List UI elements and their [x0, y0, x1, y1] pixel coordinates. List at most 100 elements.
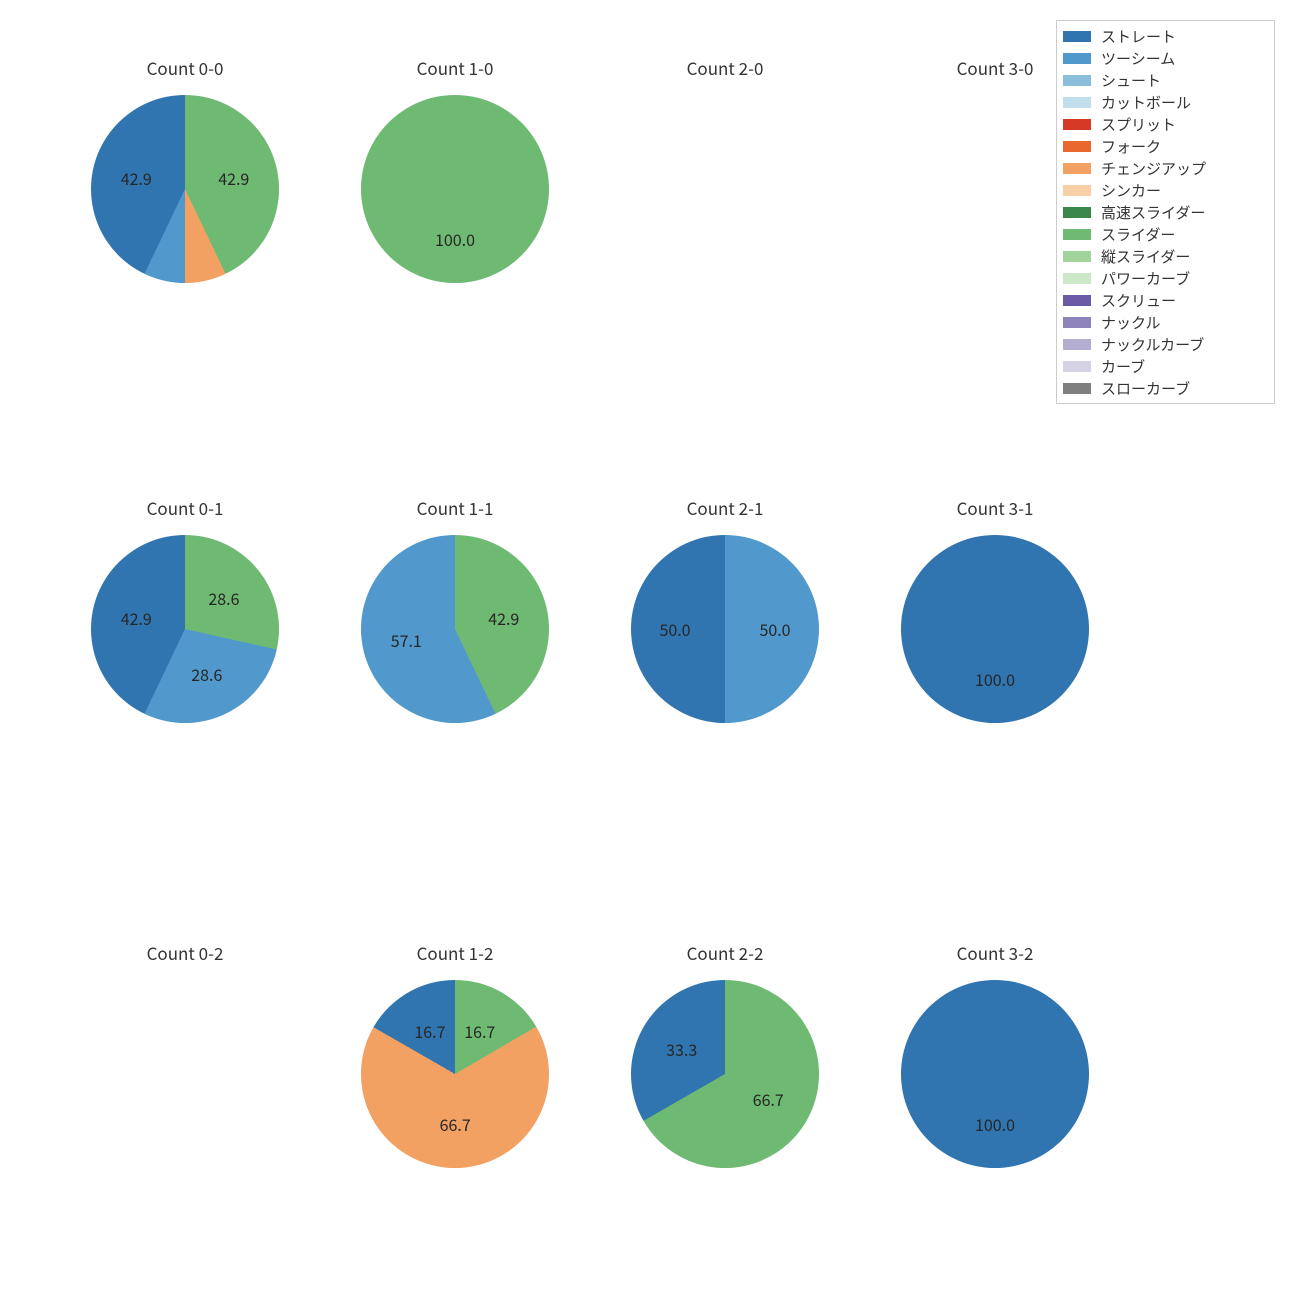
legend-label: ストレート: [1101, 26, 1268, 47]
legend-swatch: [1063, 75, 1091, 86]
legend-label: シュート: [1101, 70, 1268, 91]
slice-label: 50.0: [659, 617, 690, 641]
pie-chart-count-2-3: Count 3-2 100.0: [865, 940, 1125, 1250]
legend-label: シンカー: [1101, 180, 1268, 201]
pie-chart-count-0-0: Count 0-0 42.9 42.9: [55, 55, 315, 365]
pie-disc: [361, 95, 549, 283]
slice-label: 100.0: [435, 227, 475, 251]
pie: 100.0: [901, 535, 1089, 723]
legend-item: チェンジアップ: [1063, 157, 1268, 179]
legend-label: チェンジアップ: [1101, 158, 1268, 179]
legend-swatch: [1063, 185, 1091, 196]
chart-title: Count 2-2: [595, 940, 855, 965]
pie: 57.1 42.9: [361, 535, 549, 723]
legend-label: フォーク: [1101, 136, 1268, 157]
legend-label: カーブ: [1101, 356, 1268, 377]
legend-label: パワーカーブ: [1101, 268, 1268, 289]
legend-item: シンカー: [1063, 179, 1268, 201]
legend-item: カーブ: [1063, 355, 1268, 377]
legend-label: スクリュー: [1101, 290, 1268, 311]
legend-item: 高速スライダー: [1063, 201, 1268, 223]
slice-label: 57.1: [391, 628, 422, 652]
slice-label: 50.0: [759, 617, 790, 641]
pie-disc: [631, 980, 819, 1168]
pie-disc: [91, 535, 279, 723]
chart-title: Count 3-2: [865, 940, 1125, 965]
legend-item: ナックル: [1063, 311, 1268, 333]
legend-label: カットボール: [1101, 92, 1268, 113]
legend-item: ナックルカーブ: [1063, 333, 1268, 355]
slice-label: 100.0: [975, 1112, 1015, 1136]
chart-title: Count 2-0: [595, 55, 855, 80]
legend-swatch: [1063, 229, 1091, 240]
slice-label: 66.7: [440, 1112, 471, 1136]
pie: 33.3 66.7: [631, 980, 819, 1168]
legend-swatch: [1063, 53, 1091, 64]
pie-disc: [361, 535, 549, 723]
slice-label: 16.7: [464, 1019, 495, 1043]
legend-item: シュート: [1063, 69, 1268, 91]
pie-chart-count-2-2: Count 2-2 33.3 66.7: [595, 940, 855, 1250]
chart-title: Count 0-2: [55, 940, 315, 965]
legend-swatch: [1063, 97, 1091, 108]
slice-label: 28.6: [191, 662, 222, 686]
pie-chart-count-1-1: Count 1-1 57.1 42.9: [325, 495, 585, 805]
slice-label: 66.7: [753, 1087, 784, 1111]
legend-item: フォーク: [1063, 135, 1268, 157]
pie: 50.0 50.0: [631, 535, 819, 723]
chart-title: Count 0-0: [55, 55, 315, 80]
pie: 42.9 28.6 28.6: [91, 535, 279, 723]
chart-title: Count 0-1: [55, 495, 315, 520]
legend-label: ナックル: [1101, 312, 1268, 333]
slice-label: 42.9: [218, 166, 249, 190]
chart-title: Count 1-1: [325, 495, 585, 520]
legend-swatch: [1063, 317, 1091, 328]
pie-chart-count-0-1: Count 1-0 100.0: [325, 55, 585, 365]
slice-label: 42.9: [121, 606, 152, 630]
legend-swatch: [1063, 163, 1091, 174]
chart-title: Count 2-1: [595, 495, 855, 520]
legend-item: スプリット: [1063, 113, 1268, 135]
legend-item: パワーカーブ: [1063, 267, 1268, 289]
legend-item: スローカーブ: [1063, 377, 1268, 399]
legend-label: ナックルカーブ: [1101, 334, 1268, 355]
pie: 100.0: [901, 980, 1089, 1168]
legend-swatch: [1063, 339, 1091, 350]
legend-swatch: [1063, 207, 1091, 218]
legend-item: ツーシーム: [1063, 47, 1268, 69]
legend-swatch: [1063, 119, 1091, 130]
chart-title: Count 3-1: [865, 495, 1125, 520]
slice-label: 33.3: [666, 1037, 697, 1061]
legend-label: スプリット: [1101, 114, 1268, 135]
pie-chart-count-2-1: Count 1-216.766.716.7: [325, 940, 585, 1250]
pie-chart-count-0-2: Count 2-0: [595, 55, 855, 365]
legend-swatch: [1063, 361, 1091, 372]
legend-swatch: [1063, 295, 1091, 306]
slice-label: 42.9: [121, 166, 152, 190]
legend-swatch: [1063, 383, 1091, 394]
figure-canvas: Count 0-0 42.9 42.9 Count 1-0 100.0 Count 2-0…: [0, 0, 1300, 1300]
pie-disc: [901, 980, 1089, 1168]
legend: ストレートツーシームシュートカットボールスプリットフォークチェンジアップシンカー…: [1056, 20, 1275, 404]
legend-swatch: [1063, 31, 1091, 42]
slice-label: 28.6: [208, 586, 239, 610]
pie-chart-count-1-3: Count 3-1 100.0: [865, 495, 1125, 805]
pie-disc: [361, 980, 549, 1168]
slice-label: 100.0: [975, 667, 1015, 691]
legend-swatch: [1063, 251, 1091, 262]
legend-label: スライダー: [1101, 224, 1268, 245]
pie: 100.0: [361, 95, 549, 283]
pie-disc: [901, 535, 1089, 723]
pie-disc: [91, 95, 279, 283]
chart-title: Count 1-0: [325, 55, 585, 80]
pie-chart-count-2-0: Count 0-2: [55, 940, 315, 1250]
slice-label: 16.7: [414, 1019, 445, 1043]
legend-label: スローカーブ: [1101, 378, 1268, 399]
pie-chart-count-1-0: Count 0-1 42.9 28.6 28.6: [55, 495, 315, 805]
pie-chart-count-1-2: Count 2-1 50.0 50.0: [595, 495, 855, 805]
legend-label: ツーシーム: [1101, 48, 1268, 69]
slice-label: 42.9: [488, 606, 519, 630]
legend-item: ストレート: [1063, 25, 1268, 47]
pie: 16.7 66.7 16.7: [361, 980, 549, 1168]
legend-item: スクリュー: [1063, 289, 1268, 311]
